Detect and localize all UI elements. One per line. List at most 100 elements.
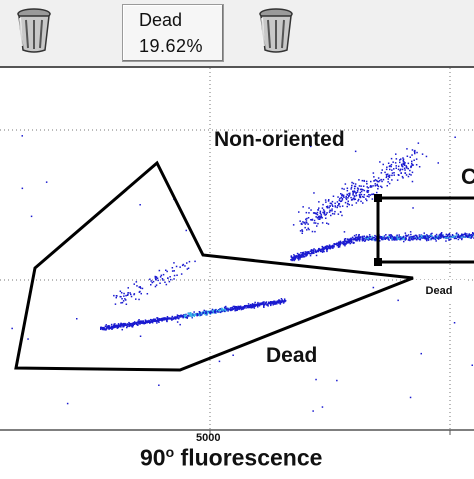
event-dot	[331, 203, 333, 205]
event-dot	[389, 166, 391, 168]
event-dot	[218, 310, 220, 312]
event-dot	[11, 328, 13, 330]
event-dot	[386, 177, 388, 179]
event-dot	[426, 240, 428, 242]
gate-handle[interactable]	[374, 258, 382, 266]
event-dot	[358, 179, 360, 181]
event-dot	[386, 175, 388, 177]
event-dot	[335, 206, 337, 208]
event-dot	[331, 204, 333, 206]
event-dot	[137, 324, 139, 326]
event-dot	[240, 307, 242, 309]
event-dot	[368, 187, 370, 189]
event-dot	[350, 238, 352, 240]
event-dot	[345, 243, 347, 245]
x-axis-label-base: 90	[140, 445, 166, 471]
event-dot	[461, 236, 463, 238]
event-dot	[453, 236, 455, 238]
event-dot	[221, 308, 223, 310]
event-dot	[353, 238, 355, 240]
event-dot	[403, 160, 405, 162]
event-dot	[391, 179, 393, 181]
event-dot	[352, 194, 354, 196]
event-dot	[356, 240, 358, 242]
event-dot	[363, 180, 365, 182]
event-dot	[322, 249, 324, 251]
event-dot	[294, 258, 296, 260]
event-dot	[364, 241, 366, 243]
event-dot	[343, 241, 345, 243]
event-dot	[170, 318, 172, 320]
event-dot	[227, 310, 229, 312]
event-dot	[319, 219, 321, 221]
event-dot	[138, 319, 140, 321]
event-dot	[322, 207, 324, 209]
dead-stat-box[interactable]: Dead 19.62%	[122, 4, 224, 62]
event-dot	[239, 308, 241, 310]
scatter-plot[interactable]: Non-oriented C Dead Dead 5000 90o fluore…	[0, 68, 474, 474]
event-dot	[318, 216, 320, 218]
event-dot	[230, 307, 232, 309]
event-dot	[468, 235, 470, 237]
event-dot	[158, 321, 160, 323]
event-dot	[130, 294, 132, 296]
event-dot	[211, 312, 213, 314]
event-dot	[318, 249, 320, 251]
event-dot	[329, 211, 331, 213]
event-dot	[134, 321, 136, 323]
event-dot	[212, 309, 214, 311]
event-dot	[400, 158, 402, 160]
event-dot	[350, 240, 352, 242]
event-dot	[193, 311, 195, 313]
event-dot	[160, 276, 162, 278]
event-dot	[322, 251, 324, 253]
event-dot	[394, 174, 396, 176]
event-dot	[337, 205, 339, 207]
event-dot	[366, 181, 368, 183]
event-dot	[305, 251, 307, 253]
event-dot	[316, 255, 318, 257]
trash-can-icon[interactable]	[256, 6, 296, 54]
event-dot	[206, 312, 208, 314]
event-dot	[304, 227, 306, 229]
event-dot	[308, 207, 310, 209]
event-dot	[303, 252, 305, 254]
event-dot	[331, 208, 333, 210]
event-dot	[339, 198, 341, 200]
event-dot	[129, 324, 131, 326]
event-dot	[238, 307, 240, 309]
event-dot	[376, 192, 378, 194]
event-dot	[353, 191, 355, 193]
event-dot	[342, 243, 344, 245]
event-dot	[389, 235, 391, 237]
event-dot	[305, 223, 307, 225]
event-dot	[372, 237, 374, 239]
event-dot	[120, 291, 122, 293]
event-dot	[440, 237, 442, 239]
event-dot	[343, 188, 345, 190]
event-dot	[228, 308, 230, 310]
gate-handle[interactable]	[374, 194, 382, 202]
event-dot	[321, 217, 323, 219]
x-axis-label: 90o fluorescence	[140, 444, 322, 472]
event-dot	[267, 304, 269, 306]
event-dot	[250, 307, 252, 309]
event-dot	[373, 239, 375, 241]
rectangle-gate[interactable]	[378, 198, 474, 262]
event-dot	[367, 196, 369, 198]
event-dot	[384, 235, 386, 237]
event-dot	[311, 219, 313, 221]
event-dot	[317, 212, 319, 214]
event-dot	[334, 213, 336, 215]
event-dot	[339, 246, 341, 248]
event-dot	[422, 153, 424, 155]
event-dot	[179, 266, 181, 268]
event-dot	[166, 320, 168, 322]
trash-can-icon[interactable]	[14, 6, 54, 54]
event-dot	[272, 302, 274, 304]
event-dot	[344, 243, 346, 245]
dead-gate-tag[interactable]: Dead	[412, 280, 466, 302]
event-dot	[348, 241, 350, 243]
event-dot	[254, 305, 256, 307]
event-dot	[445, 240, 447, 242]
